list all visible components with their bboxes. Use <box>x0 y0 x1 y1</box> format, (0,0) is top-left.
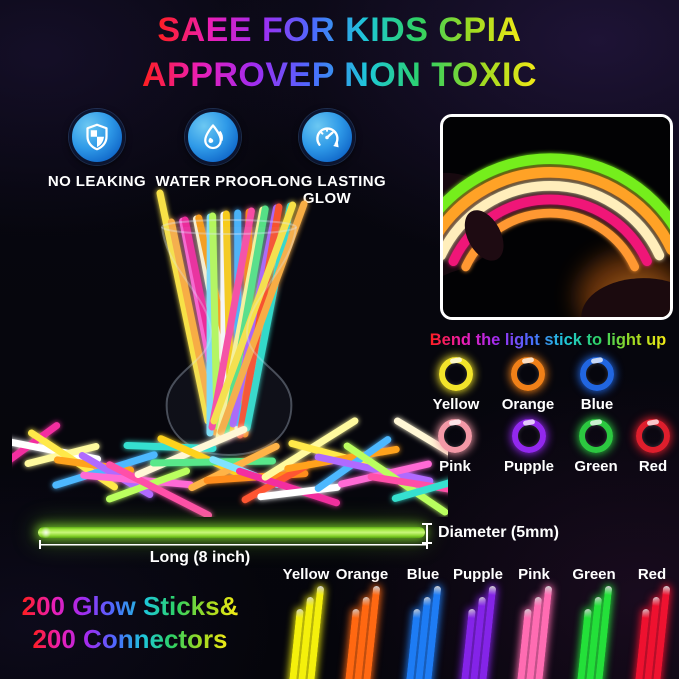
feature-water-proof: WATER PROOF <box>153 109 273 190</box>
stick-group-label: Pupple <box>452 566 503 583</box>
color-ring-pupple: Pupple <box>501 418 557 475</box>
feature-label: LONG LASTING GLOW <box>267 173 387 207</box>
ring-label: Pink <box>439 458 471 475</box>
glow-sticks <box>622 579 679 679</box>
stick-group-pink: Pink <box>504 566 564 679</box>
stick-group-blue: Blue <box>393 566 453 679</box>
glow-ring <box>438 418 472 453</box>
color-ring-pink: Pink <box>427 418 483 475</box>
stick-group-label: Yellow <box>282 566 330 583</box>
ring-label: Orange <box>501 396 555 413</box>
ring-connector <box>590 356 604 365</box>
ring-connector <box>448 418 462 427</box>
color-ring-red: Red <box>625 418 679 475</box>
ring-label: Green <box>574 458 618 475</box>
ring-label: Red <box>638 458 668 475</box>
inset-caption: Bend the light stick to light up <box>428 331 668 350</box>
title-line-2: APPROVEP NON TOXIC <box>141 56 538 94</box>
measured-glow-stick <box>38 527 425 538</box>
diameter-label: Diameter (5mm) <box>438 524 559 541</box>
feature-long-lasting-glow: LONG LASTING GLOW <box>263 109 391 207</box>
stick-group-yellow: Yellow <box>276 566 336 679</box>
vase-of-glow-sticks-photo <box>12 189 448 517</box>
diameter-measure-icon <box>422 523 432 544</box>
count-glow-sticks: 200 Glow Sticks& <box>21 591 239 621</box>
stick-group-green: Green <box>564 566 624 679</box>
feature-label: NO LEAKING <box>47 173 147 190</box>
glow-ring <box>636 418 670 453</box>
stick-group-label: Orange <box>335 566 389 583</box>
ring-label: Pupple <box>503 458 554 475</box>
ring-connector <box>589 418 603 427</box>
title-line-1: SAEE FOR KIDS CPIA <box>157 11 522 49</box>
length-measure-line <box>39 540 428 549</box>
inset-caption-text: Bend the light stick to light up <box>429 331 667 349</box>
glow-ring <box>580 356 614 391</box>
feature-label: WATER PROOF <box>155 173 271 190</box>
ring-label: Blue <box>580 396 614 413</box>
glow-ring <box>512 418 546 453</box>
long-lasting-timer-icon <box>299 109 355 165</box>
package-counts: 200 Glow Sticks& 200 Connectors <box>18 592 242 658</box>
bent-glow-sticks-photo <box>440 114 673 320</box>
stick-group-label: Pink <box>518 566 550 583</box>
stick-group-label: Red <box>637 566 667 583</box>
stick-group-label: Green <box>572 566 616 583</box>
count-connectors: 200 Connectors <box>32 624 228 654</box>
glow-ring <box>579 418 613 453</box>
color-ring-orange: Orange <box>500 356 556 413</box>
water-drop-icon <box>185 109 241 165</box>
stick-group-pupple: Pupple <box>448 566 508 679</box>
ring-connector <box>449 356 463 365</box>
page-title: SAEE FOR KIDS CPIA APPROVEP NON TOXIC <box>0 11 679 101</box>
feature-no-leaking: NO LEAKING <box>37 109 157 190</box>
shield-check-icon <box>69 109 125 165</box>
color-ring-green: Green <box>568 418 624 475</box>
length-label: Long (8 inch) <box>149 549 251 566</box>
ring-connector <box>522 418 536 427</box>
ring-label: Yellow <box>432 396 480 413</box>
color-ring-yellow: Yellow <box>428 356 484 413</box>
stick-group-orange: Orange <box>332 566 392 679</box>
stick-group-red: Red <box>622 566 679 679</box>
ring-connector <box>646 418 660 427</box>
glow-ring <box>511 356 545 391</box>
glow-ring <box>439 356 473 391</box>
glow-sticks <box>332 579 402 679</box>
stick-group-label: Blue <box>406 566 440 583</box>
ring-connector <box>521 356 535 365</box>
color-ring-blue: Blue <box>569 356 625 413</box>
